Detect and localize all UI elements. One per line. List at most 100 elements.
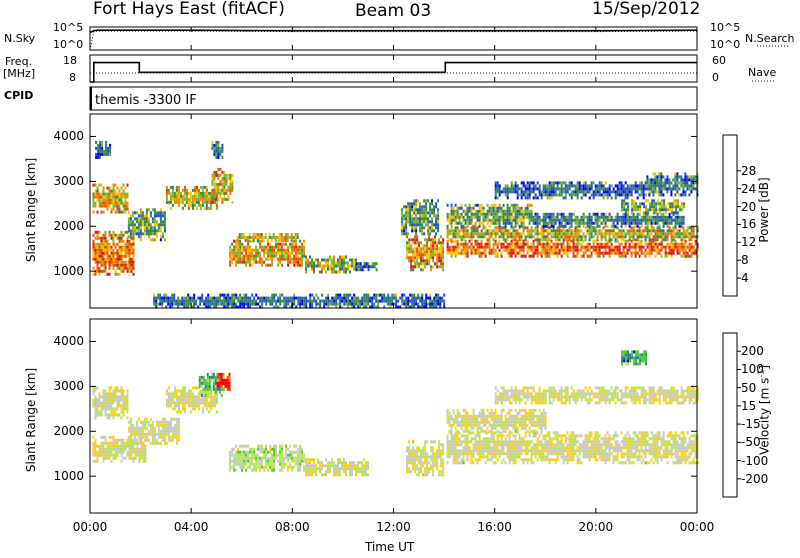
power-cell xyxy=(522,248,525,252)
power-cell xyxy=(435,293,438,297)
power-cell xyxy=(622,254,625,258)
power-cell xyxy=(604,235,607,239)
power-cell xyxy=(249,260,252,264)
power-cell xyxy=(550,218,553,222)
power-cell xyxy=(179,197,182,201)
power-cell xyxy=(544,190,547,194)
power-cell xyxy=(526,235,529,239)
power-cell xyxy=(235,248,238,252)
power-cell xyxy=(674,239,677,243)
power-cell xyxy=(514,248,517,252)
power-cell xyxy=(193,296,196,300)
power-cell xyxy=(546,187,549,191)
velocity-cell xyxy=(214,390,217,394)
power-cell xyxy=(634,215,637,219)
velocity-cell xyxy=(130,453,133,457)
power-cell xyxy=(100,192,103,196)
power-cell xyxy=(643,202,646,206)
power-cell xyxy=(408,256,411,260)
power-cell xyxy=(159,217,162,221)
power-cell xyxy=(430,265,433,269)
velocity-cell xyxy=(122,401,125,405)
power-cell xyxy=(112,230,115,234)
velocity-cell xyxy=(216,384,219,388)
power-cell xyxy=(666,245,669,249)
power-cell xyxy=(610,248,613,252)
power-cell xyxy=(612,248,615,252)
power-cell xyxy=(278,239,281,242)
power-cell xyxy=(271,245,274,249)
velocity-cell xyxy=(98,395,101,399)
power-cell xyxy=(494,221,497,225)
velocity-cell xyxy=(235,468,238,472)
power-cell xyxy=(648,187,651,191)
power-cell xyxy=(578,218,581,222)
velocity-cell xyxy=(102,453,105,457)
velocity-cell xyxy=(100,413,103,417)
power-cell xyxy=(660,242,663,246)
power-cell xyxy=(401,217,404,221)
power-cell xyxy=(456,206,459,210)
power-cell xyxy=(482,209,485,213)
power-cell xyxy=(640,229,643,233)
power-cell xyxy=(612,218,615,222)
power-cell xyxy=(458,232,461,236)
velocity-cell xyxy=(94,395,97,399)
power-cell xyxy=(456,235,459,239)
power-cell xyxy=(568,221,571,225)
power-cell xyxy=(474,215,477,219)
power-cell xyxy=(540,218,543,222)
power-cell xyxy=(576,254,579,258)
power-cell xyxy=(520,181,523,185)
power-cell xyxy=(484,235,487,239)
power-cell xyxy=(462,229,465,233)
power-cell xyxy=(596,238,599,242)
power-cell xyxy=(576,187,579,191)
power-cell xyxy=(287,302,290,306)
power-cell xyxy=(100,257,103,261)
power-cell xyxy=(662,187,665,191)
power-cell xyxy=(680,184,683,188)
power-cell xyxy=(544,218,547,222)
power-cell xyxy=(213,194,216,198)
power-cell xyxy=(660,184,663,188)
power-cell xyxy=(205,194,208,198)
power-cell xyxy=(187,305,190,309)
velocity-cell xyxy=(120,410,123,414)
velocity-cell xyxy=(206,375,209,379)
power-cell xyxy=(466,242,469,246)
power-cell xyxy=(626,251,629,255)
power-cell xyxy=(508,242,511,246)
power-cell xyxy=(600,245,603,249)
power-cell xyxy=(466,248,469,252)
power-cell xyxy=(621,199,624,203)
power-cell xyxy=(263,299,266,303)
power-cell xyxy=(472,206,475,210)
power-cell xyxy=(498,184,501,188)
power-cell xyxy=(211,194,214,198)
power-cell xyxy=(622,235,625,239)
power-cell xyxy=(582,232,585,236)
power-cell xyxy=(542,187,545,191)
power-cell xyxy=(432,244,435,248)
velocity-cell xyxy=(94,450,97,454)
power-cell xyxy=(572,238,575,242)
power-cell xyxy=(193,299,196,303)
velocity-cell xyxy=(183,398,186,402)
power-cell xyxy=(118,195,121,199)
power-cell xyxy=(594,218,597,222)
velocity-cell xyxy=(126,392,129,396)
power-cell xyxy=(205,185,208,189)
power-cell xyxy=(285,257,288,261)
power-cell xyxy=(496,232,499,236)
power-cell xyxy=(522,221,525,225)
power-cell xyxy=(365,305,368,309)
velocity-cell xyxy=(142,453,145,457)
power-cell xyxy=(241,242,244,246)
power-cell xyxy=(241,299,244,303)
power-cell xyxy=(568,218,571,222)
power-cell xyxy=(430,253,433,257)
power-cell xyxy=(506,248,509,252)
power-cell xyxy=(99,140,102,144)
power-cell xyxy=(646,187,649,191)
